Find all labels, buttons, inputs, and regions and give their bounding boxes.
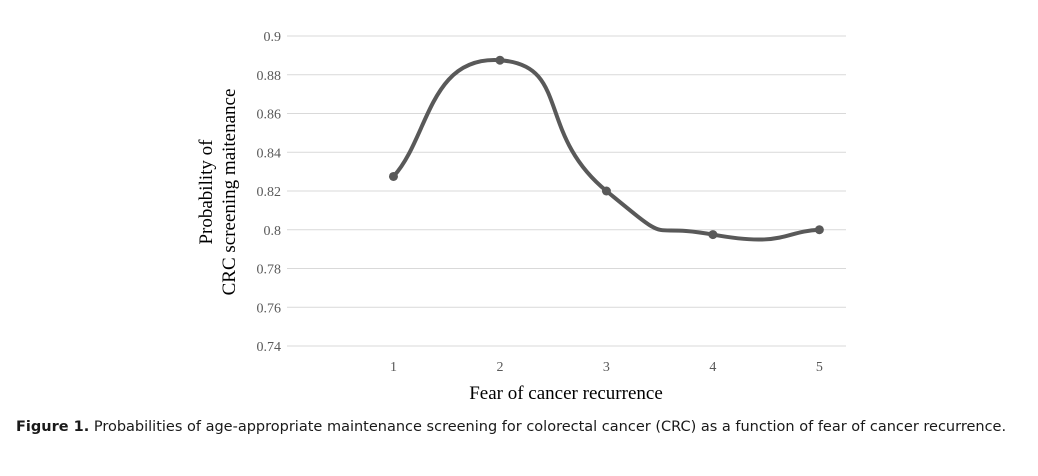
y-tick-label: 0.84 — [257, 146, 282, 161]
x-tick-labels: 1 2 3 4 5 — [390, 360, 823, 375]
x-tick-label: 4 — [709, 360, 716, 375]
caption-text: Probabilities of age-appropriate mainten… — [89, 419, 1007, 435]
line-chart: 0.74 0.76 0.78 0.8 0.82 0.84 0.86 0.88 0.9 1 2 3 4 5… — [196, 30, 846, 404]
y-tick-label: 0.9 — [264, 30, 282, 45]
y-tick-labels: 0.74 0.76 0.78 0.8 0.82 0.84 0.86 0.88 0.9 — [257, 30, 282, 355]
y-tick-label: 0.86 — [257, 108, 282, 123]
data-point — [388, 171, 398, 181]
series-line — [391, 58, 822, 242]
data-points — [388, 55, 824, 240]
data-point — [708, 230, 718, 240]
y-tick-label: 0.82 — [257, 185, 282, 200]
y-tick-label: 0.78 — [257, 263, 282, 278]
y-tick-label: 0.88 — [257, 69, 282, 84]
x-tick-label: 1 — [390, 360, 397, 375]
data-point — [495, 55, 505, 65]
y-tick-label: 0.8 — [264, 224, 282, 239]
caption-label: Figure 1. — [16, 419, 90, 435]
y-tick-label: 0.76 — [257, 301, 282, 316]
x-tick-label: 2 — [496, 360, 503, 375]
gridlines — [287, 35, 846, 347]
figure-caption: Figure 1. Probabilities of age-appropria… — [16, 418, 1026, 437]
y-tick-label: 0.74 — [257, 340, 282, 355]
data-point — [601, 186, 611, 196]
data-point — [814, 225, 824, 235]
y-axis-label-line2: CRC screening maitenance — [219, 89, 240, 296]
x-axis-label: Fear of cancer recurrence — [469, 383, 663, 404]
y-axis-label-line1: Probability of — [196, 139, 217, 245]
x-tick-label: 5 — [816, 360, 823, 375]
x-tick-label: 3 — [603, 360, 610, 375]
